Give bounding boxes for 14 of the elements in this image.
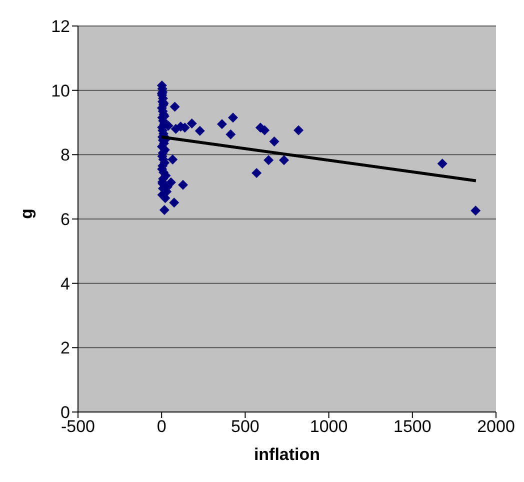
y-tick-label: 6 <box>60 210 70 230</box>
y-tick-label: 10 <box>51 81 70 100</box>
x-tick-label: -500 <box>60 417 96 436</box>
y-axis-title: g <box>17 208 36 219</box>
y-tick-label: 12 <box>51 17 70 36</box>
x-tick-label: 2000 <box>477 417 515 436</box>
x-tick-label: 1500 <box>393 417 432 436</box>
x-tick-label: 500 <box>231 417 260 436</box>
y-tick-label: 2 <box>60 338 70 358</box>
x-tick-label: 0 <box>156 417 166 436</box>
x-tick-label: 1000 <box>310 417 348 436</box>
x-axis-title: inflation <box>254 445 320 464</box>
y-tick-label: 4 <box>60 274 70 294</box>
y-tick-label: 8 <box>60 146 70 165</box>
